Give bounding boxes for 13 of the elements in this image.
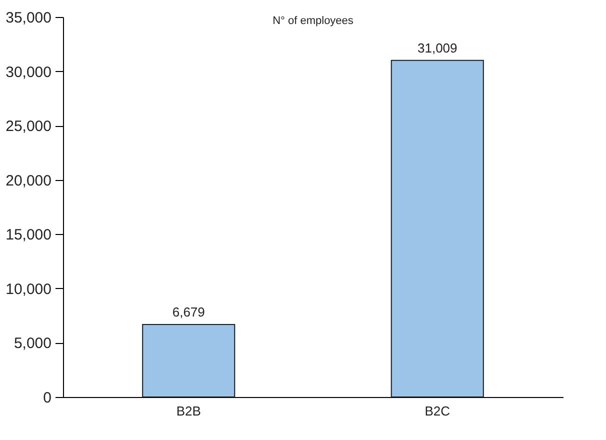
y-tick-label: 0 [43,390,52,406]
y-tick-label: 15,000 [6,226,52,244]
data-label: 6,679 [172,304,205,320]
y-tick-label: 5,000 [14,335,52,352]
y-tick-label: 35,000 [6,10,52,26]
y-tick-label: 20,000 [6,172,52,190]
data-label: 31,009 [417,40,458,56]
x-tick-label: B2C [424,404,450,418]
y-tick-label: 25,000 [6,118,52,136]
x-tick-label: B2B [176,404,201,418]
y-tick-label: 30,000 [6,64,52,81]
y-tick-label: 10,000 [6,280,52,298]
chart-title: N° of employees [272,15,354,27]
